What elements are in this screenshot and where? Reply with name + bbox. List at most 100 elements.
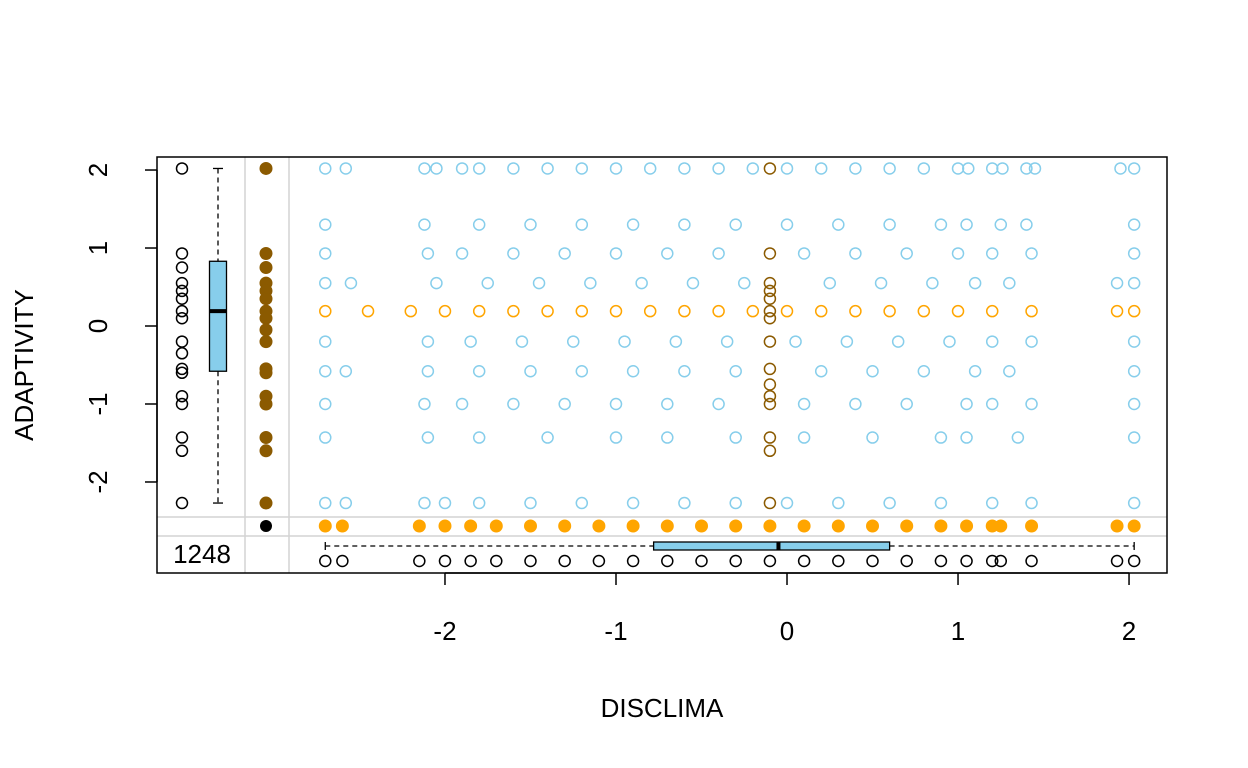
point: [985, 247, 999, 260]
point: [763, 311, 777, 325]
point: [507, 247, 520, 260]
point: [541, 162, 554, 175]
point: [951, 162, 965, 175]
point: [319, 247, 332, 260]
point: [575, 162, 589, 175]
margin-point: [412, 519, 426, 533]
margin-point: [175, 366, 189, 380]
point: [883, 496, 896, 510]
margin-point: [695, 519, 709, 533]
point: [507, 304, 520, 318]
margin-point: [335, 519, 349, 533]
point: [421, 364, 435, 378]
point: [797, 431, 811, 444]
margin-point: [175, 431, 189, 444]
point: [720, 335, 734, 348]
point: [361, 304, 375, 318]
point: [438, 496, 452, 510]
point: [874, 276, 888, 290]
margin-point: [175, 335, 189, 348]
point: [421, 431, 435, 444]
margin-point: [259, 323, 273, 337]
point: [985, 397, 999, 411]
point: [763, 389, 777, 403]
point: [418, 496, 431, 510]
point: [686, 276, 700, 290]
margin-point: [1127, 554, 1141, 568]
point: [418, 397, 431, 411]
point: [472, 162, 486, 175]
point: [994, 218, 1008, 231]
point: [960, 397, 973, 411]
margin-point: [994, 519, 1008, 533]
point: [626, 496, 640, 510]
margin-point: [490, 554, 503, 568]
margin-point: [695, 554, 708, 568]
point: [344, 276, 358, 290]
point: [661, 431, 674, 444]
margin-point: [592, 519, 606, 533]
point: [934, 218, 948, 231]
margin-point: [994, 554, 1008, 568]
point: [626, 218, 640, 231]
point: [472, 364, 486, 378]
point: [1110, 304, 1124, 318]
margin-point: [831, 519, 845, 533]
point: [968, 364, 982, 378]
point: [1025, 496, 1038, 510]
point: [917, 162, 931, 175]
x-axis-label: DISCLIMA: [601, 693, 724, 723]
point: [900, 397, 913, 411]
margin-point: [175, 496, 189, 510]
point: [1025, 397, 1038, 411]
margin-point: [1127, 519, 1141, 533]
point: [712, 304, 725, 318]
margin-point: [259, 496, 273, 510]
x-tick-label: 1: [951, 616, 965, 646]
point: [1011, 431, 1025, 444]
point: [814, 162, 828, 175]
point: [524, 218, 537, 231]
point: [738, 276, 751, 290]
margin-point: [934, 554, 948, 568]
plot-frame: [156, 156, 1168, 574]
point: [900, 247, 913, 260]
point: [618, 335, 631, 348]
point: [455, 162, 469, 175]
margin-point: [661, 554, 674, 568]
margin-point: [175, 284, 189, 298]
x-tick-label: -1: [604, 616, 627, 646]
point: [1127, 304, 1141, 318]
point: [421, 247, 435, 260]
point: [712, 247, 725, 260]
margin-point: [175, 276, 189, 290]
point: [319, 276, 332, 290]
margin-point: [175, 304, 189, 318]
y-tick-label: 0: [83, 319, 113, 333]
margin-point: [960, 554, 973, 568]
point: [430, 276, 443, 290]
point: [926, 276, 939, 290]
point: [421, 335, 435, 348]
point: [575, 364, 589, 378]
point: [883, 304, 896, 318]
point: [985, 335, 999, 348]
point: [430, 162, 443, 175]
point: [985, 304, 999, 318]
margin-point: [464, 554, 477, 568]
point: [814, 304, 828, 318]
point: [1127, 247, 1141, 260]
margin-point: [438, 554, 452, 568]
point: [319, 304, 332, 318]
point: [996, 162, 1009, 175]
point: [1020, 162, 1033, 175]
point: [943, 335, 956, 348]
point: [1127, 276, 1141, 290]
margin-point: [934, 519, 948, 533]
point: [319, 397, 332, 411]
point: [584, 276, 597, 290]
margin-point: [729, 519, 743, 533]
point: [797, 397, 811, 411]
point: [962, 162, 975, 175]
